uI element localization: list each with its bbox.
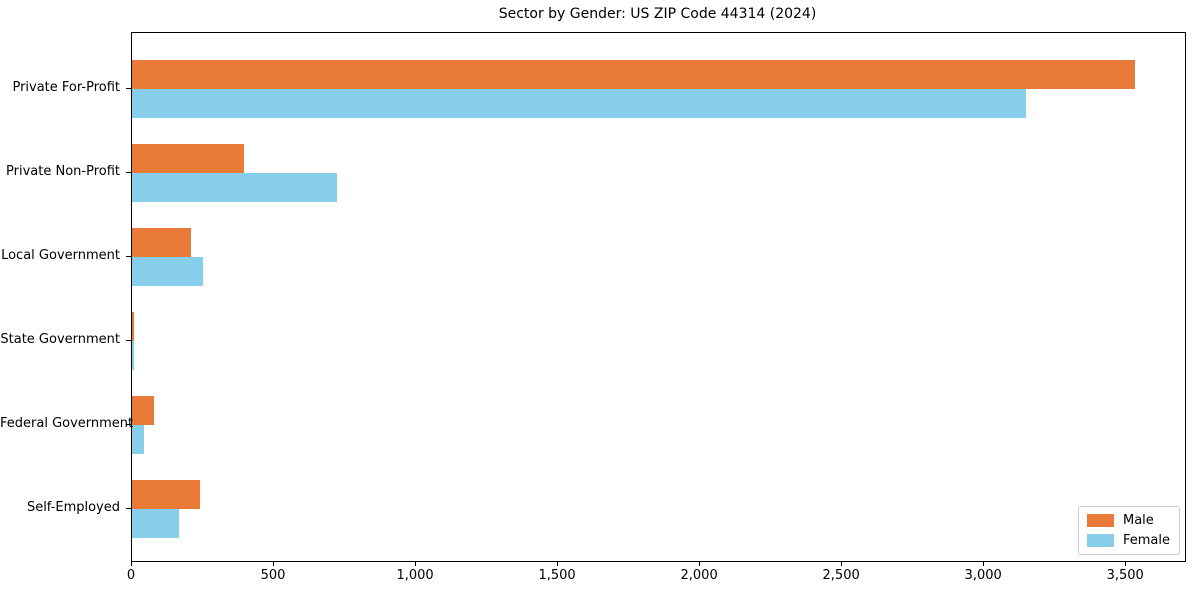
- y-tick-mark: [126, 508, 131, 509]
- category-label-state-government: State Government: [0, 332, 120, 347]
- legend-item-female: Female: [1086, 533, 1170, 548]
- bar-male-federal-government: [132, 396, 154, 425]
- x-tick-label: 2,500: [822, 568, 860, 583]
- bar-male-local-government: [132, 228, 191, 257]
- x-tick-label: 1,500: [538, 568, 576, 583]
- legend-swatch-male: [1086, 514, 1114, 527]
- chart-title: Sector by Gender: US ZIP Code 44314 (202…: [498, 6, 817, 22]
- legend-label-female: Female: [1122, 533, 1170, 548]
- bar-female-self-employed: [132, 509, 179, 538]
- y-tick-mark: [126, 88, 131, 89]
- x-tick-mark: [841, 562, 843, 566]
- bar-female-private-for-profit: [132, 89, 1026, 118]
- category-label-local-government: Local Government: [1, 248, 120, 263]
- bar-female-federal-government: [132, 425, 144, 454]
- category-label-federal-government: Federal Government: [0, 416, 134, 431]
- y-tick-mark: [126, 424, 131, 425]
- y-tick-mark: [126, 256, 131, 257]
- y-tick-mark: [126, 340, 131, 341]
- x-tick-label: 3,500: [1106, 568, 1144, 583]
- x-tick-mark: [557, 562, 559, 566]
- x-tick-mark: [983, 562, 985, 566]
- bar-male-state-government: [132, 312, 134, 341]
- bar-male-self-employed: [132, 480, 200, 509]
- y-tick-mark: [126, 172, 131, 173]
- x-tick-label: 2,000: [680, 568, 718, 583]
- bar-male-private-non-profit: [132, 144, 244, 173]
- category-label-self-employed: Self-Employed: [26, 500, 120, 515]
- category-label-private-non-profit: Private Non-Profit: [6, 164, 120, 179]
- bar-female-private-non-profit: [132, 173, 337, 202]
- legend-swatch-female: [1086, 534, 1114, 547]
- x-tick-mark: [415, 562, 417, 566]
- x-tick-mark: [699, 562, 701, 566]
- bar-male-private-for-profit: [132, 60, 1135, 89]
- category-label-private-for-profit: Private For-Profit: [12, 80, 120, 95]
- legend-label-male: Male: [1122, 513, 1154, 528]
- legend-item-male: Male: [1086, 513, 1170, 528]
- x-tick-mark: [1125, 562, 1127, 566]
- x-tick-mark: [131, 562, 132, 566]
- x-tick-label: 0: [126, 568, 136, 583]
- x-tick-label: 500: [260, 568, 286, 583]
- x-tick-label: 1,000: [396, 568, 434, 583]
- x-tick-mark: [273, 562, 275, 566]
- legend: Male Female: [1077, 506, 1180, 555]
- bar-female-state-government: [132, 341, 134, 370]
- bar-female-local-government: [132, 257, 203, 286]
- x-tick-label: 3,000: [964, 568, 1002, 583]
- plot-area: Male Female: [131, 32, 1186, 562]
